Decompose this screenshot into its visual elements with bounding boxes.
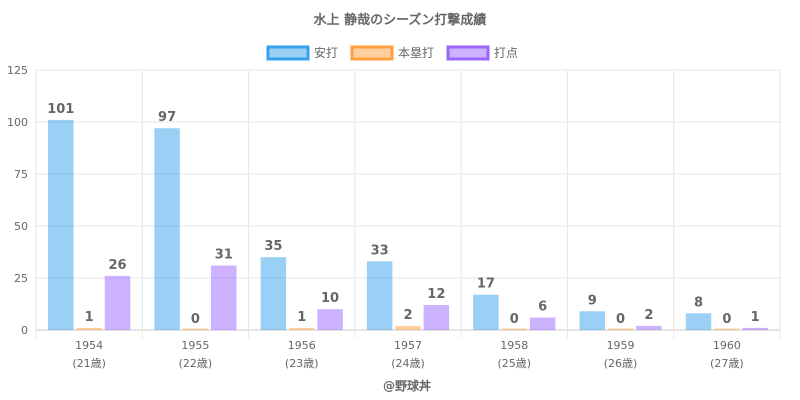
bar-安打 — [473, 294, 499, 330]
legend-swatch — [446, 45, 490, 61]
y-tick-label: 75 — [14, 168, 28, 181]
bar-打点 — [529, 317, 556, 330]
data-label: 0 — [722, 312, 731, 327]
x-tick-label: 1955 — [181, 339, 209, 352]
bar-本塁打 — [501, 328, 528, 330]
legend-item: 打点 — [446, 45, 518, 61]
bar-本塁打 — [76, 327, 102, 330]
bars — [48, 119, 768, 330]
y-axis: 0 25 50 75 100 125 — [7, 64, 28, 337]
data-label: 0 — [191, 312, 200, 327]
x-tick-sublabel: (26歳) — [604, 357, 638, 370]
chart-footer: @野球丼 — [383, 378, 431, 393]
bar-安打 — [260, 257, 287, 330]
bar-安打 — [48, 119, 74, 330]
y-tick-label: 0 — [21, 324, 28, 337]
chart-title: 水上 静哉のシーズン打撃成績 — [314, 12, 487, 28]
bar-打点 — [636, 325, 662, 330]
x-tick-label: 1954 — [75, 339, 103, 352]
x-tick-sublabel: (22歳) — [179, 357, 213, 370]
legend-label: 打点 — [494, 46, 518, 60]
y-tick-label: 25 — [14, 272, 28, 285]
x-axis: 1954 (21歳) 1955 (22歳) 1956 (23歳) 1957 (24歳) 1958… — [72, 339, 743, 370]
gridlines — [35, 69, 781, 338]
data-label: 8 — [694, 295, 703, 310]
bar-本塁打 — [607, 328, 634, 330]
y-tick-label: 100 — [7, 116, 28, 129]
legend-item: 安打 — [266, 45, 338, 61]
bar-打点 — [742, 327, 768, 330]
legend-swatch — [350, 45, 394, 61]
bar-打点 — [104, 275, 131, 330]
x-tick-label: 1959 — [607, 339, 635, 352]
x-tick-label: 1960 — [713, 339, 741, 352]
x-tick-sublabel: (23歳) — [285, 357, 319, 370]
data-label: 0 — [510, 312, 519, 327]
data-label: 35 — [264, 239, 282, 254]
bar-本塁打 — [714, 328, 740, 330]
data-label: 0 — [616, 312, 625, 327]
legend-label: 安打 — [314, 45, 338, 60]
data-label: 2 — [644, 308, 653, 323]
x-tick-label: 1956 — [288, 339, 316, 352]
data-label: 9 — [588, 293, 597, 308]
bar-本塁打 — [288, 327, 315, 330]
bar-安打 — [366, 261, 393, 330]
y-tick-label: 50 — [14, 220, 28, 233]
data-label: 6 — [538, 300, 547, 315]
legend-label: 本塁打 — [398, 46, 434, 60]
y-tick-label: 125 — [7, 64, 28, 77]
x-tick-sublabel: (27歳) — [710, 357, 744, 370]
data-label: 10 — [321, 291, 339, 306]
data-label: 1 — [297, 310, 306, 325]
legend-swatch — [266, 45, 310, 61]
x-tick-label: 1957 — [394, 339, 422, 352]
bar-本塁打 — [395, 325, 421, 330]
bar-打点 — [423, 305, 450, 330]
data-label: 101 — [47, 102, 74, 117]
data-label: 1 — [751, 310, 760, 325]
x-tick-sublabel: (25歳) — [497, 357, 531, 370]
data-label: 12 — [427, 287, 445, 302]
legend-item: 本塁打 — [350, 45, 434, 61]
data-label: 17 — [477, 277, 495, 292]
data-label: 2 — [403, 308, 412, 323]
bar-本塁打 — [182, 328, 209, 330]
bar-安打 — [685, 313, 712, 330]
data-label: 26 — [108, 258, 126, 273]
data-label: 1 — [85, 310, 94, 325]
bar-安打 — [579, 311, 605, 330]
x-tick-sublabel: (21歳) — [72, 357, 106, 370]
x-tick-sublabel: (24歳) — [391, 357, 425, 370]
legend: 安打 本塁打 打点 — [266, 45, 518, 61]
data-label: 33 — [371, 243, 389, 258]
bar-打点 — [317, 309, 343, 330]
x-tick-label: 1958 — [500, 339, 528, 352]
bar-打点 — [211, 265, 237, 330]
data-label: 97 — [158, 110, 176, 125]
bar-安打 — [154, 128, 180, 330]
data-label: 31 — [215, 248, 233, 263]
